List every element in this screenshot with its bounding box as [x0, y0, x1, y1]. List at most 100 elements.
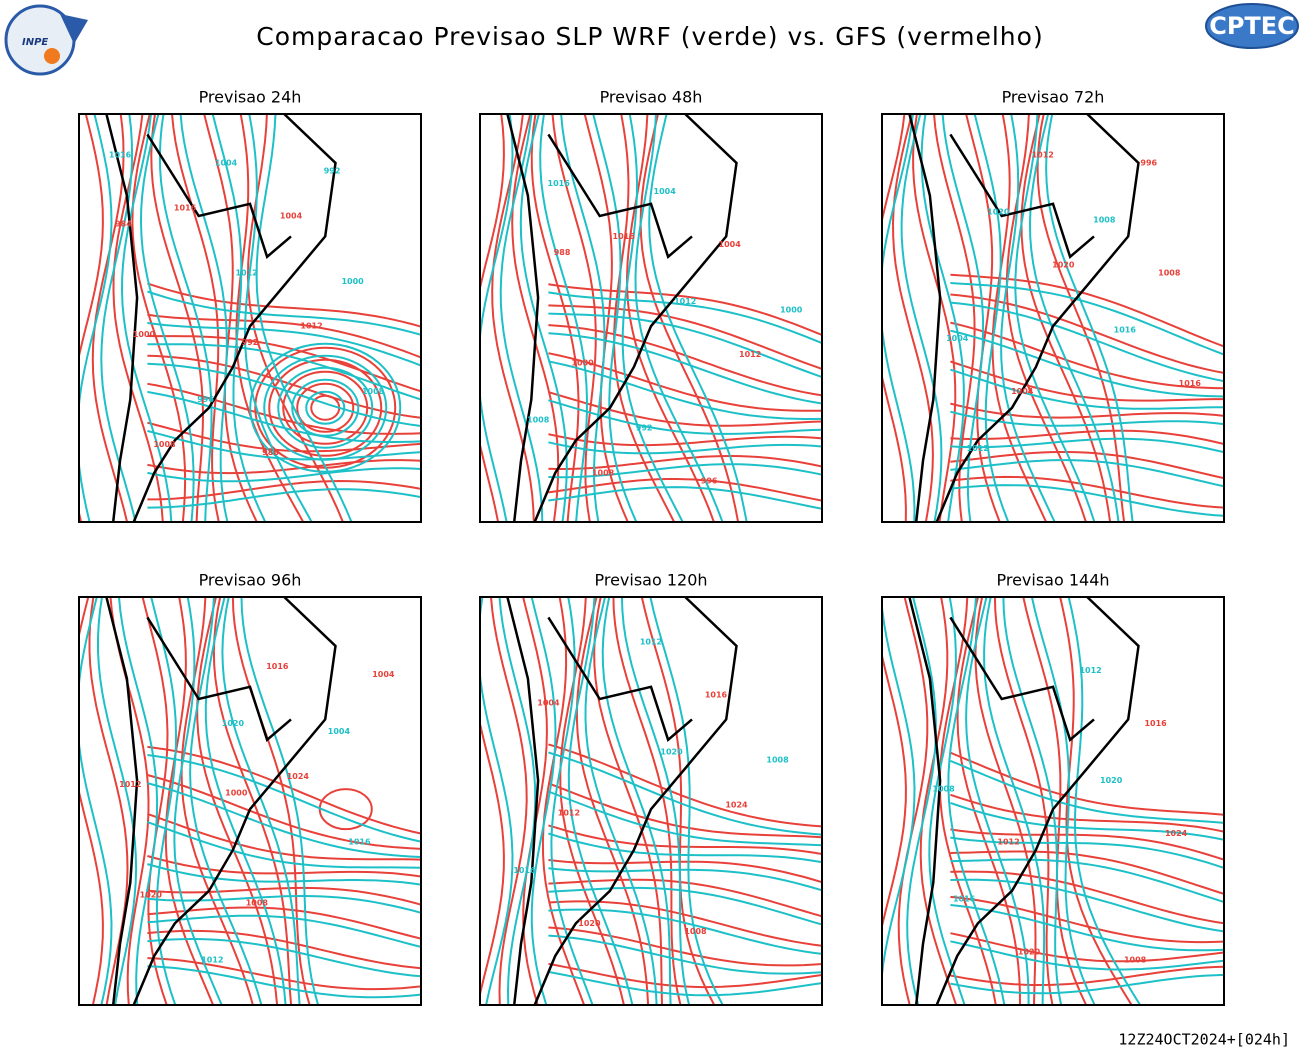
contour-label: 1020 [987, 207, 1010, 216]
isobar [498, 597, 537, 1005]
isobar [906, 597, 937, 1005]
logo-arrow [60, 14, 88, 44]
isobar [548, 859, 822, 884]
isobar [204, 597, 287, 1005]
contour-label: 1008 [684, 927, 707, 936]
isobar [965, 597, 1030, 1005]
isobar [548, 867, 822, 892]
contour-label: 1012 [1032, 150, 1054, 159]
isobar [147, 421, 421, 453]
isobar [147, 929, 421, 970]
isobar [548, 486, 822, 510]
contour-label: 1020 [578, 919, 601, 928]
border [146, 133, 292, 259]
isobar [950, 751, 1224, 816]
isobar [79, 597, 113, 1005]
isobar [1028, 114, 1120, 522]
isobar [891, 114, 934, 522]
isobar [950, 459, 1224, 488]
isobar [530, 114, 580, 522]
isobar [490, 597, 528, 1005]
contour-label: 1012 [300, 322, 322, 331]
isobar [150, 597, 178, 1005]
contour-label: 1020 [660, 748, 683, 757]
contour-label: 1016 [613, 232, 636, 241]
isobar [147, 745, 421, 835]
isobar [548, 312, 822, 378]
map: 1016 1012 1008 1004 1000 996 992 1016 1012 1008 10… [79, 114, 421, 522]
isobar [950, 329, 1224, 398]
contour-label: 1012 [201, 956, 223, 965]
contour-label: 988 [262, 448, 279, 457]
coastline [105, 597, 139, 1005]
contour-label: 1016 [348, 837, 371, 846]
isobar [950, 321, 1224, 390]
low-center [305, 390, 346, 425]
isobar [648, 114, 748, 522]
isobar [147, 886, 421, 906]
isobar [97, 597, 138, 1005]
timestamp: 12Z24OCT2024+[024h] [1118, 1031, 1290, 1049]
isobar [900, 114, 943, 522]
isobar [548, 399, 822, 435]
isobar [79, 114, 104, 522]
coastline [506, 597, 540, 1005]
isobar [1045, 114, 1134, 522]
isobar [147, 855, 421, 878]
isobar [640, 597, 716, 1005]
isobar [950, 904, 1224, 952]
isobar [548, 391, 822, 427]
logo-oval [1205, 3, 1299, 49]
isobar [639, 114, 740, 522]
isobar [928, 597, 966, 1005]
contour-label: 1020 [140, 890, 163, 899]
contour-label: 1008 [153, 440, 176, 449]
isobar [950, 940, 1224, 971]
isobar [983, 597, 1046, 1005]
contour-label: 1012 [235, 269, 257, 278]
contour-label: 992 [324, 167, 341, 176]
isobar [548, 832, 822, 864]
isobar [548, 463, 822, 479]
isobar [147, 335, 421, 393]
isobar [480, 597, 514, 1005]
isobar [612, 597, 682, 1005]
border [949, 616, 1095, 742]
coastline [935, 597, 1140, 1005]
border [146, 616, 292, 742]
isobar [634, 114, 724, 522]
contour-label: 1024 [725, 801, 748, 810]
isobar [882, 114, 916, 522]
isobar [947, 597, 1006, 1005]
contour-label: 1012 [640, 637, 662, 646]
isobar [548, 970, 822, 997]
isobar [882, 651, 907, 931]
isobar [548, 352, 822, 412]
title: Comparacao Previsao SLP WRF (verde) vs. … [256, 22, 1043, 51]
contour-label: 996 [197, 395, 214, 404]
isobar [583, 114, 629, 522]
contour-label: 1016 [174, 203, 197, 212]
isobar [974, 597, 1037, 1005]
isobar [548, 886, 822, 926]
isobar [548, 824, 822, 855]
contour-label: 1008 [592, 469, 615, 478]
panel-frame [479, 596, 823, 1006]
isobar [480, 114, 514, 522]
cptec-logo: CPTEC [1205, 3, 1299, 49]
isobar [164, 597, 215, 1005]
isobar [235, 114, 305, 522]
isobar [240, 597, 320, 1005]
contour-label: 1000 [225, 788, 248, 797]
isobar [973, 114, 1010, 522]
contour-label: 1012 [674, 297, 696, 306]
isobar [548, 433, 822, 447]
isobar [950, 801, 1224, 841]
isobar [938, 597, 997, 1005]
isobar [147, 362, 421, 427]
isobar [539, 114, 589, 522]
isobar [480, 719, 505, 999]
isobar [480, 114, 505, 522]
isobar [79, 597, 104, 1005]
